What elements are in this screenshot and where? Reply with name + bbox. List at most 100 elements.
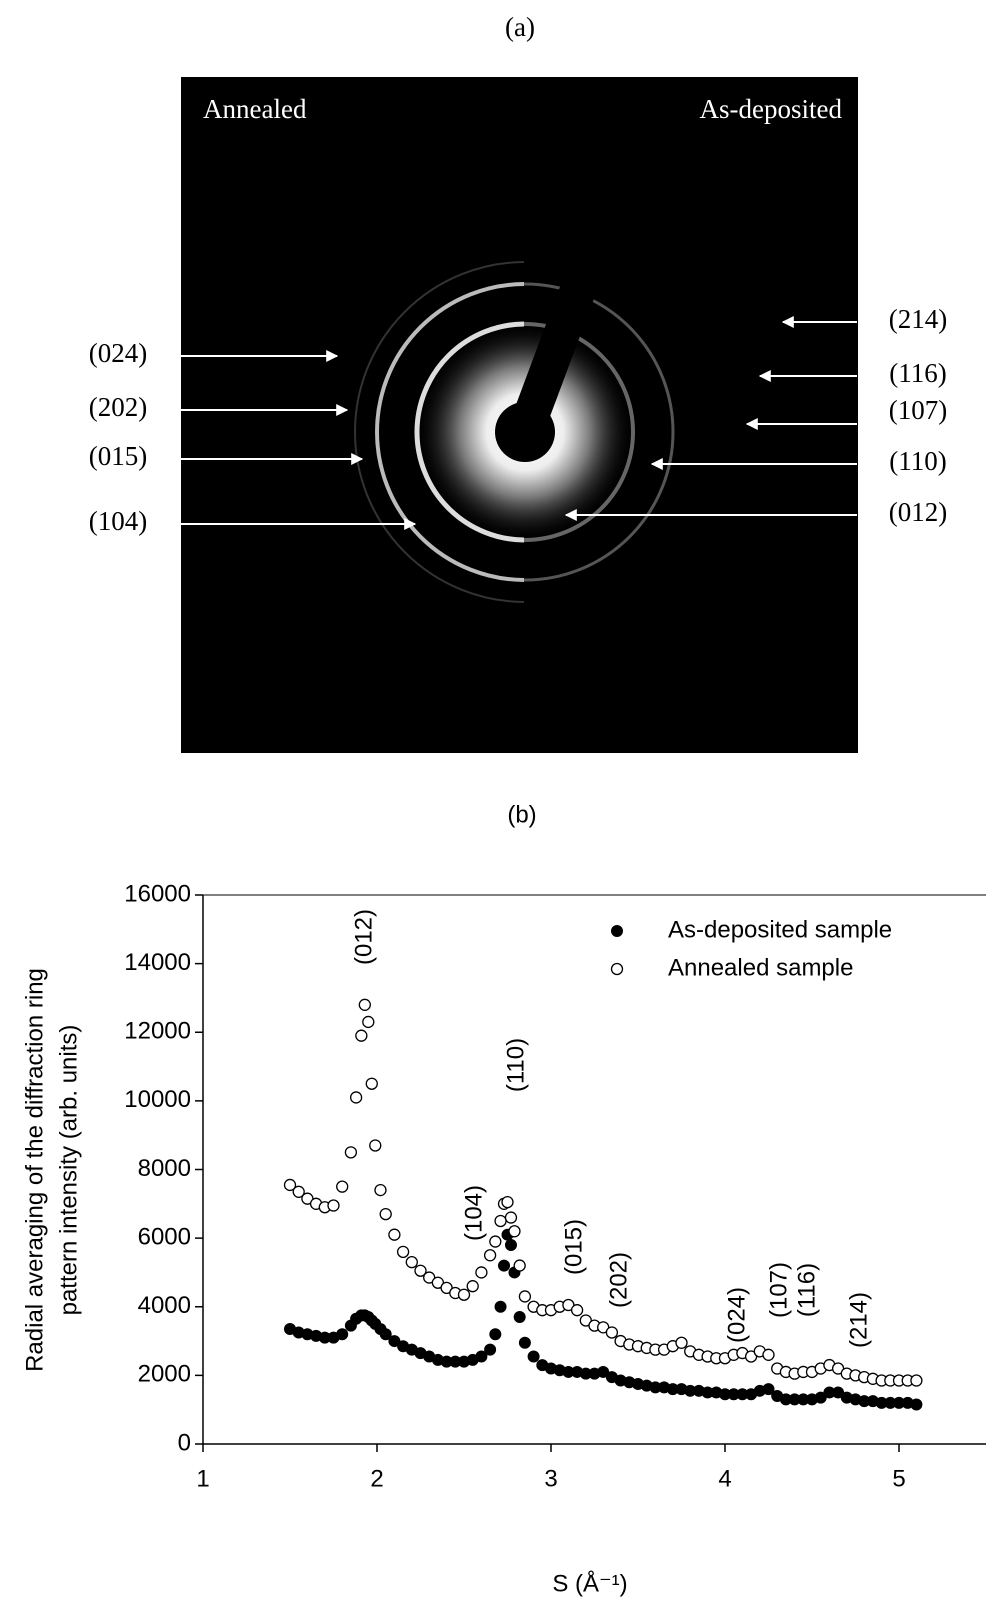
data-point <box>475 1350 488 1363</box>
arrows <box>181 316 857 530</box>
plane-label: (110) <box>889 446 946 476</box>
data-point <box>374 1183 387 1197</box>
data-point <box>518 1290 532 1303</box>
data-point <box>504 1211 518 1224</box>
peak-label: (110) <box>502 1038 529 1092</box>
y-tick-label: 4000 <box>138 1292 191 1319</box>
ring-012-bright <box>414 321 524 543</box>
data-point <box>292 1185 305 1198</box>
x-tick-label: 1 <box>196 1465 209 1492</box>
plane-label: (202) <box>89 392 147 422</box>
data-point <box>494 1300 507 1313</box>
data-point <box>388 1335 401 1348</box>
data-point <box>518 1336 531 1349</box>
panel-label: (a) <box>505 12 535 42</box>
x-tick-label: 5 <box>892 1465 905 1492</box>
data-point <box>605 1326 619 1339</box>
peak-label: (116) <box>793 1263 820 1317</box>
chart-subtitle: (b) <box>507 801 536 828</box>
x-tick-label: 3 <box>544 1465 557 1492</box>
data-point <box>388 1228 401 1241</box>
data-point <box>527 1350 540 1363</box>
plane-label: (107) <box>889 395 947 425</box>
y-tick-label: 0 <box>178 1429 191 1456</box>
legend-label: As-deposited sample <box>668 916 892 943</box>
legend-marker <box>611 925 623 937</box>
data-point <box>369 1139 382 1152</box>
plane-label: (024) <box>89 338 147 368</box>
plane-label: (104) <box>89 506 147 536</box>
data-point <box>414 1264 427 1277</box>
data-point <box>498 1259 511 1272</box>
data-point <box>762 1348 775 1361</box>
data-point <box>336 1180 349 1193</box>
y-tick-label: 10000 <box>124 1086 191 1113</box>
data-point <box>358 998 371 1011</box>
data-point <box>405 1255 418 1269</box>
image-label: As-deposited <box>700 94 843 124</box>
image-label: Annealed <box>203 94 307 124</box>
data-point <box>814 1391 827 1404</box>
plane-label: (116) <box>889 358 946 388</box>
data-point <box>910 1398 923 1411</box>
ring-outer <box>354 261 524 603</box>
y-tick-label: 16000 <box>124 880 191 907</box>
y-tick-label: 12000 <box>124 1018 191 1045</box>
data-point <box>597 1365 610 1378</box>
plane-label: (214) <box>889 304 947 334</box>
plane-label: (012) <box>889 497 947 527</box>
data-point <box>513 1259 526 1272</box>
peak-label: (012) <box>350 909 377 965</box>
peak-label: (214) <box>845 1292 872 1348</box>
data-point <box>379 1328 392 1341</box>
ring-110-bright <box>375 282 524 582</box>
plane-label: (015) <box>89 441 147 471</box>
data-point <box>484 1343 497 1356</box>
x-tick-label: 2 <box>370 1465 383 1492</box>
y-tick-label: 2000 <box>138 1361 191 1388</box>
data-point <box>910 1374 923 1387</box>
x-tick-label: 4 <box>718 1465 731 1492</box>
panel-a: (a) Annealed As-deposited (024) (202) (0… <box>89 12 947 753</box>
peak-label: (104) <box>460 1185 487 1241</box>
data-point <box>762 1383 775 1396</box>
data-point <box>362 1015 375 1029</box>
y-axis-label: pattern intensity (arb. units) <box>55 1025 82 1316</box>
data-point <box>379 1207 392 1221</box>
peak-label: (107) <box>765 1262 792 1318</box>
data-point <box>283 1178 297 1192</box>
data-point <box>466 1280 479 1293</box>
data-point <box>327 1199 340 1212</box>
y-axis-label: Radial averaging of the diffraction ring <box>21 968 48 1372</box>
data-point <box>396 1245 410 1258</box>
peak-label: (015) <box>560 1219 587 1275</box>
data-point <box>675 1336 688 1349</box>
data-point <box>489 1235 502 1248</box>
data-point <box>475 1266 488 1279</box>
data-point <box>483 1249 497 1262</box>
peak-label: (202) <box>605 1252 632 1308</box>
x-axis-label: S (Å⁻¹) <box>552 1569 627 1597</box>
y-tick-label: 14000 <box>124 949 191 976</box>
data-point <box>504 1238 517 1251</box>
data-point <box>501 1195 514 1209</box>
y-tick-label: 8000 <box>138 1155 191 1182</box>
legend-label: Annealed sample <box>668 954 853 981</box>
data-point <box>344 1146 358 1159</box>
data-point <box>336 1328 349 1341</box>
y-tick-label: 6000 <box>138 1223 191 1250</box>
data-point <box>832 1386 845 1399</box>
data-point <box>508 1225 521 1238</box>
data-point <box>355 1029 368 1042</box>
data-point <box>570 1304 584 1317</box>
peak-label: (024) <box>723 1287 750 1343</box>
data-point <box>365 1077 378 1090</box>
data-point <box>489 1328 502 1341</box>
data-point <box>457 1288 471 1301</box>
data-point <box>494 1214 507 1228</box>
beam-stop <box>495 402 555 462</box>
panel-b: (b) S (Å⁻¹) Radial averaging of the diff… <box>21 801 986 1597</box>
annealed-half <box>354 261 524 603</box>
legend-marker <box>610 962 624 976</box>
